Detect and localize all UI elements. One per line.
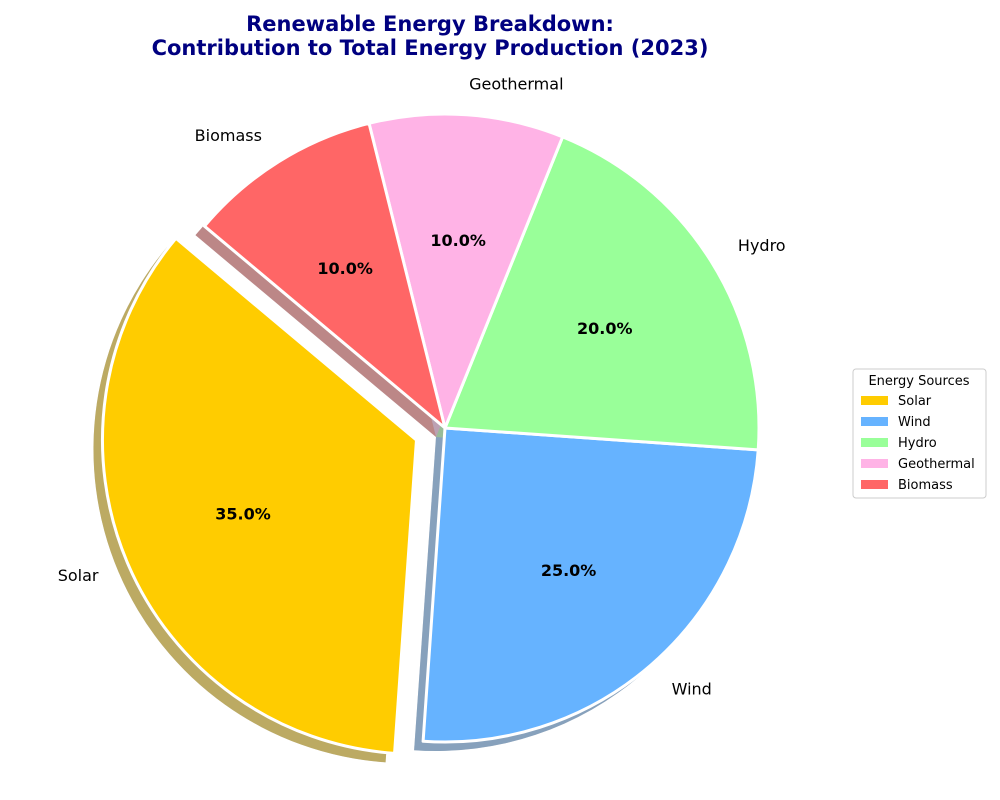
chart-title-line-1: Renewable Energy Breakdown: xyxy=(246,12,614,36)
slice-geothermal xyxy=(367,112,565,430)
slice-label-geothermal: Geothermal xyxy=(469,74,563,93)
legend-label-hydro: Hydro xyxy=(898,436,937,451)
legend: Energy Sources Solar Wind Hydro Geothermal B… xyxy=(852,368,987,499)
slice-hydro xyxy=(443,135,761,452)
legend-swatch-solar xyxy=(861,396,888,405)
slice-wind xyxy=(421,426,760,744)
legend-title: Energy Sources xyxy=(868,374,969,389)
slice-label-solar: Solar xyxy=(58,566,99,585)
slice-percent-geothermal: 10.0% xyxy=(430,231,486,250)
slice-percent-biomass: 10.0% xyxy=(317,259,373,278)
legend-swatch-biomass xyxy=(861,480,888,489)
legend-label-geothermal: Geothermal xyxy=(898,457,975,472)
slice-label-wind: Wind xyxy=(672,680,712,699)
legend-label-solar: Solar xyxy=(898,394,932,409)
legend-label-biomass: Biomass xyxy=(898,478,953,493)
slice-percent-hydro: 20.0% xyxy=(577,319,633,338)
slice-label-hydro: Hydro xyxy=(738,236,786,255)
legend-swatch-geothermal xyxy=(861,459,888,468)
slice-percent-solar: 35.0% xyxy=(215,505,271,524)
legend-entries: Solar Wind Hydro Geothermal Biomass xyxy=(861,394,975,493)
chart-title-line-2: Contribution to Total Energy Production … xyxy=(152,36,709,60)
slice-biomass xyxy=(202,121,447,430)
pie-slices xyxy=(100,112,761,755)
slice-solar xyxy=(100,236,418,755)
slice-labels: Solar 35.0% Wind 25.0% Hydro 20.0% Geothermal 1… xyxy=(58,74,786,698)
legend-swatch-wind xyxy=(861,417,888,426)
slice-percent-wind: 25.0% xyxy=(541,561,597,580)
slice-label-biomass: Biomass xyxy=(195,126,262,145)
legend-label-wind: Wind xyxy=(898,415,931,430)
legend-swatch-hydro xyxy=(861,438,888,447)
